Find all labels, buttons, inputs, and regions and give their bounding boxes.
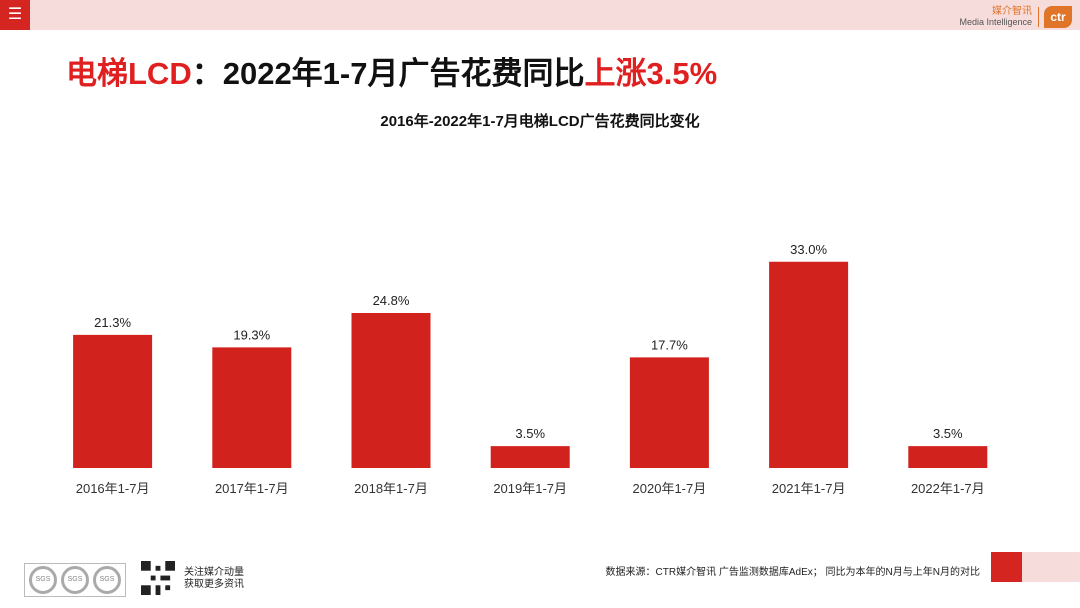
- x-tick-label: 2016年1-7月: [76, 481, 150, 496]
- bar-chart: 21.3% 2016年1-7月 19.3% 2017年1-7月 24.8% 2018年1-…: [73, 242, 988, 496]
- x-tick-label: 2022年1-7月: [911, 481, 985, 496]
- data-label: 17.7%: [651, 337, 688, 352]
- bar-2019年1-7月: [490, 446, 570, 468]
- qr-caption: 关注媒介动量 获取更多资讯: [184, 567, 244, 591]
- chart-title: 2016年-2022年1-7月电梯LCD广告花费同比变化: [380, 113, 700, 130]
- sgs-badge-icon: SGS: [29, 566, 57, 594]
- sgs-badge-icon: SGS: [61, 566, 89, 594]
- bar-2020年1-7月: [629, 357, 709, 468]
- data-label: 33.0%: [790, 242, 827, 257]
- bar-2017年1-7月: [212, 347, 292, 468]
- brand-name-cn: 媒介智讯: [992, 6, 1032, 17]
- page-title: 电梯LCD：2022年1-7月广告花费同比上涨3.5%: [66, 48, 717, 93]
- data-label: 19.3%: [233, 327, 270, 342]
- qr-caption-line-2: 获取更多资讯: [184, 579, 244, 590]
- bar-2022年1-7月: [908, 446, 988, 468]
- title-part-2: ：2022年1-7月广告花费同比: [191, 56, 585, 91]
- bar-2021年1-7月: [769, 261, 849, 468]
- brand: 媒介智讯 Media Intelligence ctr: [959, 4, 1072, 30]
- footer-band: [1022, 552, 1080, 582]
- title-part-3: 上涨3.5%: [584, 56, 718, 91]
- data-label: 3.5%: [933, 426, 963, 441]
- brand-divider: [1038, 7, 1039, 27]
- data-label: 3.5%: [515, 426, 545, 441]
- menu-icon[interactable]: ☰: [0, 0, 30, 30]
- sgs-badge-icon: SGS: [93, 566, 121, 594]
- brand-name-en: Media Intelligence: [959, 17, 1032, 27]
- x-tick-label: 2019年1-7月: [493, 481, 567, 496]
- ctr-logo: ctr: [1044, 6, 1072, 28]
- certification-badges: SGS SGS SGS: [24, 563, 126, 597]
- data-source-note: 数据来源：CTR媒介智讯 广告监测数据库AdEx； 同比为本年的N月与上年N月的…: [605, 567, 980, 578]
- data-label: 21.3%: [94, 315, 131, 330]
- qr-caption-line-1: 关注媒介动量: [184, 567, 244, 578]
- bar-2018年1-7月: [351, 313, 431, 468]
- qr-code-icon: [141, 561, 175, 595]
- bar-2016年1-7月: [73, 334, 153, 468]
- title-part-1: 电梯LCD: [66, 56, 192, 91]
- data-label: 24.8%: [373, 293, 410, 308]
- x-tick-label: 2020年1-7月: [633, 481, 707, 496]
- x-tick-label: 2021年1-7月: [772, 481, 846, 496]
- x-tick-label: 2017年1-7月: [215, 481, 289, 496]
- footer-accent-block: [991, 552, 1022, 582]
- top-bar: [0, 0, 1080, 30]
- x-tick-label: 2018年1-7月: [354, 481, 428, 496]
